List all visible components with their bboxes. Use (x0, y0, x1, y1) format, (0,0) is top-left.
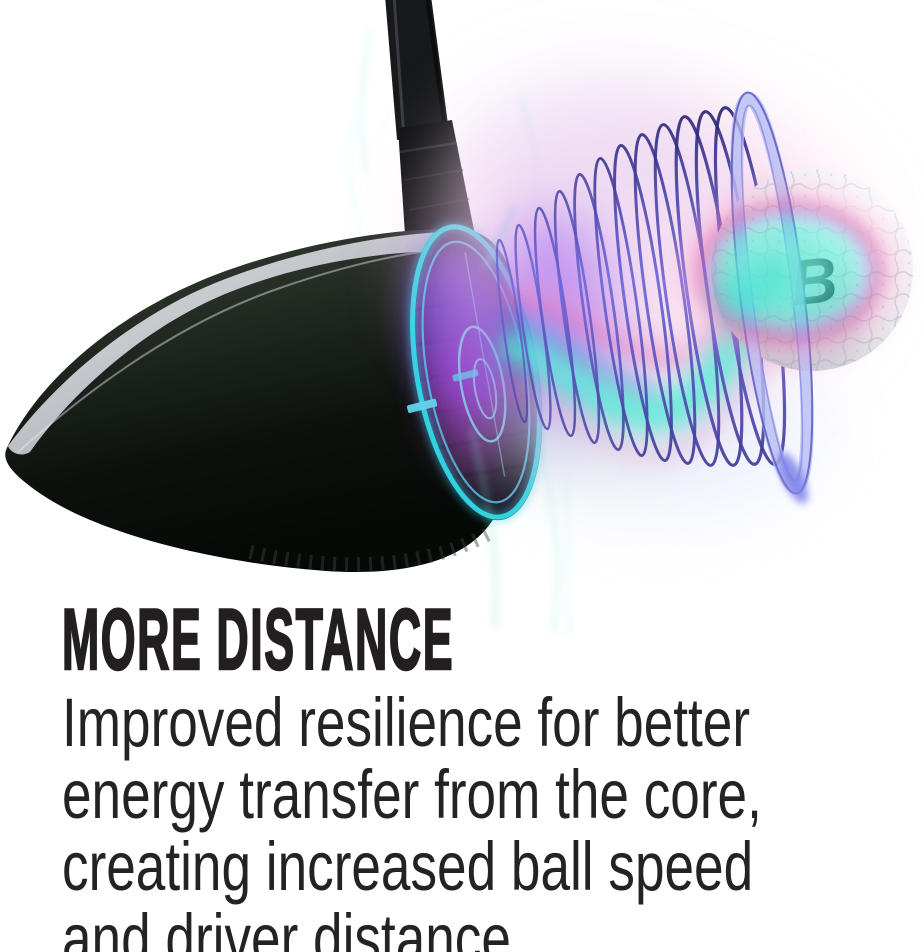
shockwave-ring (613, 144, 673, 462)
face-tick-center (452, 369, 479, 382)
face-tick-left (406, 398, 438, 413)
body-line-1: Improved resilience for better (62, 684, 751, 761)
body-line-4: and driver distance. (62, 900, 526, 952)
golf-shaft (385, 0, 449, 140)
body-line-3: creating increased ball speed (62, 828, 754, 905)
shockwave-ring (495, 238, 529, 424)
shockwave-ring (553, 189, 601, 445)
body-copy: Improved resilience for better energy tr… (62, 687, 923, 952)
shockwave-ring (533, 206, 577, 438)
shockwave-ring (573, 172, 625, 452)
body-line-2: energy transfer from the core, (62, 756, 762, 833)
sole-ridges (248, 525, 496, 572)
driver-head-body (5, 229, 521, 573)
shockwave-ring (593, 157, 649, 457)
shockwave-ring (633, 133, 697, 465)
headline: MORE DISTANCE (61, 592, 455, 688)
product-illustration: B (5, 0, 913, 635)
driver-crown-highlight (8, 231, 475, 455)
face-magenta-glow (427, 332, 507, 472)
caption-block: MORE DISTANCE Improved resilience for be… (61, 592, 923, 952)
ball-halo (680, 184, 900, 360)
